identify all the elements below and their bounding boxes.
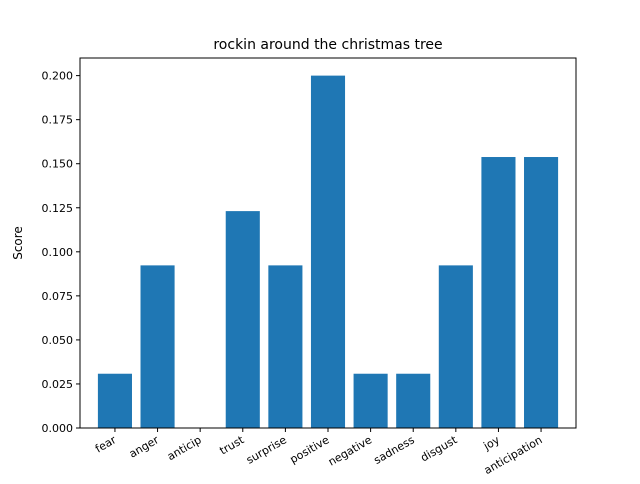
bar-anticipation	[524, 157, 559, 428]
y-tick-label: 0.000	[42, 422, 74, 435]
x-tick-label: negative	[326, 433, 374, 468]
y-tick-label: 0.025	[42, 378, 74, 391]
plot-frame	[79, 57, 577, 429]
bar-positive	[310, 75, 346, 428]
x-tick-label: fear	[93, 433, 119, 455]
bar-sadness	[396, 373, 431, 428]
y-tick-label: 0.050	[42, 334, 74, 347]
bar-trust	[225, 211, 260, 428]
x-tick-label: disgust	[418, 433, 460, 464]
x-tick-label: joy	[480, 433, 502, 453]
y-tick-label: 0.100	[42, 246, 74, 259]
bar-negative	[353, 373, 388, 428]
chart-title: rockin around the christmas tree	[213, 37, 442, 53]
bars-group	[97, 75, 559, 428]
x-tick-label: positive	[288, 433, 332, 466]
y-tick-label: 0.125	[42, 202, 74, 215]
y-axis: 0.000 0.025 0.050 0.075 0.100 0.125 0.150 0.175…	[42, 70, 80, 435]
bar-disgust	[438, 265, 473, 428]
y-tick-label: 0.075	[42, 290, 74, 303]
x-axis: fear anger anticip trustsurprisepositiveneg…	[93, 428, 545, 477]
bar-joy	[481, 157, 516, 428]
y-tick-label: 0.175	[42, 114, 74, 127]
y-axis-label: Score	[11, 226, 25, 260]
bar-anger	[140, 265, 175, 428]
bar-surprise	[268, 265, 303, 428]
bar-fear	[97, 373, 132, 428]
x-tick-label: surprise	[244, 433, 289, 467]
y-tick-label: 0.200	[42, 70, 74, 83]
y-tick-label: 0.150	[42, 158, 74, 171]
x-tick-label: sadness	[372, 433, 417, 467]
x-tick-label: anger	[127, 433, 162, 460]
x-tick-label: trust	[217, 433, 246, 458]
x-tick-label: anticip	[165, 433, 204, 463]
